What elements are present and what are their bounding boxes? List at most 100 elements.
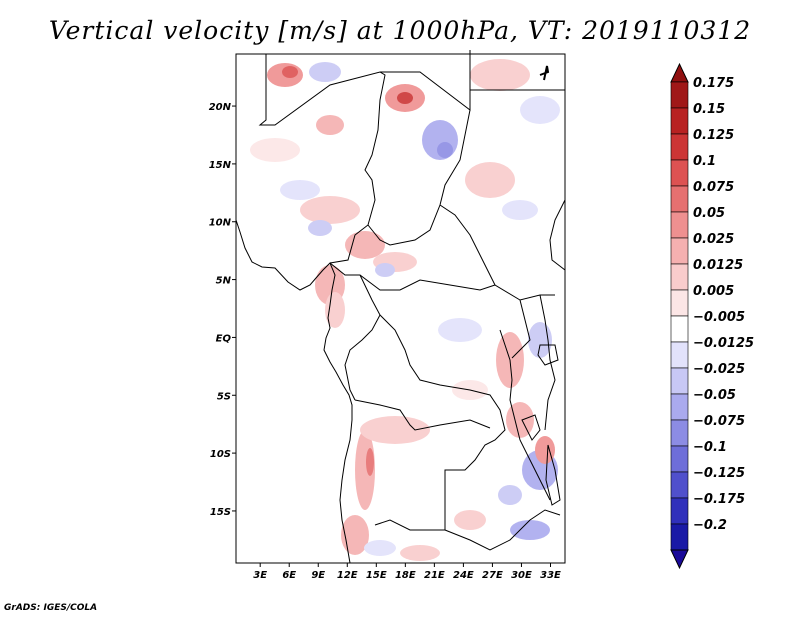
colorbar-level-label: 0.075 [693,180,734,195]
colorbar-level-label: 0.1 [693,154,716,169]
negative-patch [280,180,320,200]
colorbar-swatch [670,107,689,135]
lat-tick-label: EQ [216,333,232,344]
colorbar-swatch [670,81,689,109]
border [511,299,531,359]
lon-tick-label: 18E [395,570,416,581]
lat-tick-label: 10N [209,218,232,229]
negative-patch [309,62,341,82]
lat-tick-label: 20N [209,102,232,113]
colorbar-top-arrow [670,62,689,83]
colorbar-level-label: −0.05 [693,388,736,403]
negative-patch [502,200,538,220]
colorbar-level-label: 0.005 [693,284,734,299]
positive-patch [325,292,345,328]
lat-tick-label: 10S [210,449,231,460]
colorbar-level-label: 0.125 [693,128,734,143]
colorbar-swatch [670,315,689,343]
colorbar-level-label: −0.005 [693,310,745,325]
lake-outline [545,444,561,506]
grads-credit: GrADS: IGES/COLA [4,603,98,613]
colorbar-swatch [670,419,689,447]
border [439,204,555,301]
colorbar-swatch [670,133,689,161]
positive-patch [300,196,360,224]
map-plot [235,50,566,564]
lon-tick-label: 33E [540,570,561,581]
negative-patch [308,220,332,236]
colorbar-swatch [670,523,689,551]
border [380,50,471,112]
border [354,399,491,431]
lon-tick-label: 12E [337,570,358,581]
lon-tick-label: 30E [511,570,532,581]
colorbar-level-label: −0.025 [693,362,745,377]
border [549,199,566,271]
colorbar-swatch [670,471,689,499]
lon-tick-label: 9E [311,570,325,581]
negative-patch [498,485,522,505]
colorbar-swatch [670,393,689,421]
positive-patch [250,138,300,162]
positive-patch [341,515,369,555]
colorbar-swatch [670,263,689,291]
lon-tick-label: 24E [453,570,474,581]
positive-patch [366,448,374,476]
colorbar-level-label: −0.175 [693,492,745,507]
negative-patch [438,318,482,342]
colorbar-swatch [670,445,689,473]
lat-axis: 20N 15N 10N 5N EQ 5S 10S 15S [209,102,236,518]
colorbar-level-label: −0.1 [693,440,727,455]
border [344,274,381,401]
border [258,54,386,264]
lat-tick-label: 5S [217,391,231,402]
border [329,262,496,291]
colorbar-level-label: 0.15 [693,102,725,117]
colorbar-level-label: −0.125 [693,466,745,481]
colorbar-swatch [670,367,689,395]
negative-patch [375,263,395,277]
lat-tick-label: 15S [210,507,231,518]
lake-outline [521,414,541,441]
map-frame [235,53,566,564]
map-background [236,54,565,563]
colorbar-level-label: 0.0125 [693,258,743,273]
positive-patch [282,66,298,78]
positive-patch [506,402,534,438]
lon-tick-label: 15E [366,570,387,581]
colorbar-level-label: 0.025 [693,232,734,247]
colorbar-swatch [670,237,689,265]
colorbar-swatch [670,159,689,187]
positive-patch [400,545,440,561]
positive-patch [535,436,555,464]
colorbar-bottom-arrow [670,549,689,570]
coastline-borders [235,50,566,564]
positive-patch [454,510,486,530]
coastline [235,219,353,564]
colorbar-swatch [670,211,689,239]
lon-axis: 3E 6E 9E 12E 15E 18E 21E 24E 27E 30E 33E [253,563,561,581]
border [444,509,561,551]
chart-title: Vertical velocity [m/s] at 1000hPa, VT: … [48,16,752,45]
negative-patch [520,96,560,124]
border [367,109,471,246]
shading-layer [250,59,560,561]
colorbar-swatch [670,341,689,369]
colorbar-level-label: −0.075 [693,414,745,429]
positive-patch [316,115,344,135]
positive-patch [465,162,515,198]
colorbar-level-label: 0.175 [693,76,734,91]
positive-patch [397,92,413,104]
border [539,294,556,431]
colorbar-swatch [670,497,689,525]
negative-patch [364,540,396,556]
positive-patch [360,416,430,444]
colorbar-swatch [670,185,689,213]
lon-tick-label: 6E [282,570,296,581]
colorbar: 0.175 0.15 0.125 0.1 0.075 0.05 0.025 0.0125 0.0… [670,62,754,570]
colorbar-level-label: 0.05 [693,206,725,221]
lat-tick-label: 5N [216,276,232,287]
positive-patch [470,59,530,91]
colorbar-level-label: −0.2 [693,518,727,533]
